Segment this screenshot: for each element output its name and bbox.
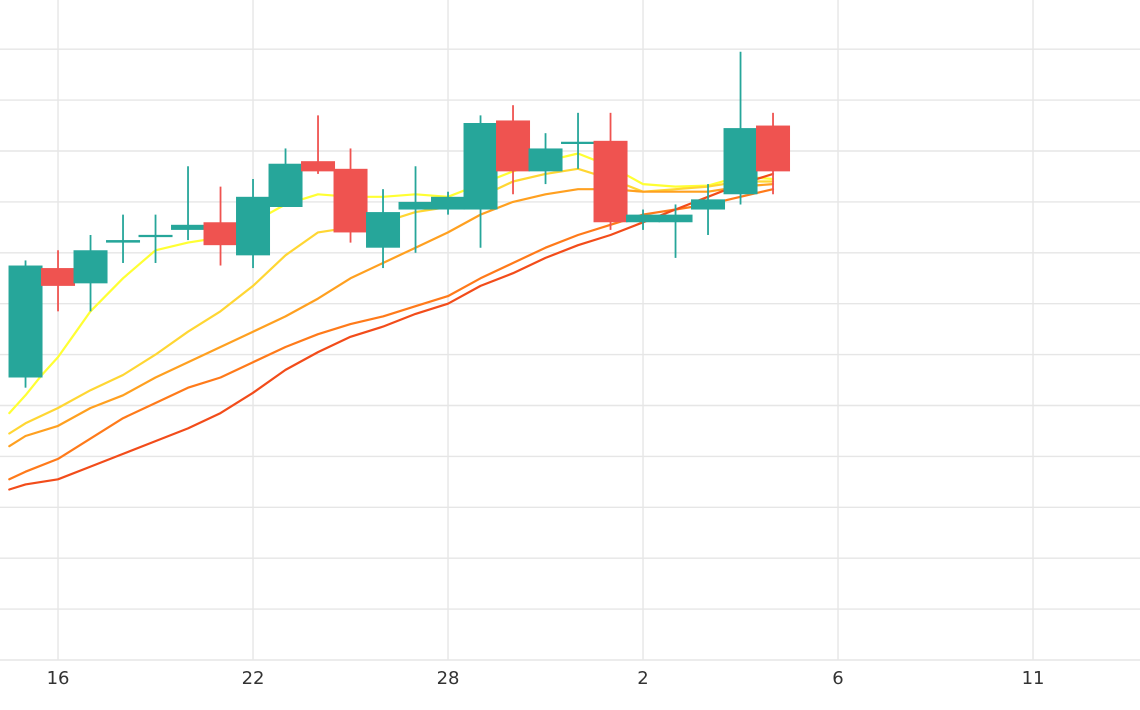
candle: [41, 250, 76, 312]
grid: [0, 0, 1140, 661]
candle-body: [73, 250, 108, 284]
candle: [463, 115, 498, 248]
candle-body: [171, 224, 206, 230]
candle: [496, 105, 531, 195]
candle: [171, 166, 206, 241]
candle-body: [333, 168, 368, 233]
candle: [333, 148, 368, 243]
candle: [626, 209, 661, 230]
candle-body: [41, 268, 76, 286]
candle: [203, 186, 238, 266]
candle-body: [691, 199, 726, 210]
candle: [723, 51, 758, 205]
candle-body: [8, 265, 43, 378]
candle: [431, 191, 466, 215]
x-tick-label: 22: [242, 668, 265, 689]
candle-body: [723, 128, 758, 195]
x-axis-ticks: 16 22 28 2 6 11: [47, 668, 1045, 689]
candle: [691, 184, 726, 235]
candle: [138, 214, 173, 263]
candle-body: [528, 148, 563, 172]
candle-body: [398, 201, 433, 210]
x-tick-label: 2: [637, 668, 648, 689]
candle-body: [106, 240, 141, 243]
candle: [561, 112, 596, 169]
x-tick-label: 6: [832, 668, 843, 689]
candle: [658, 204, 693, 258]
candle: [366, 189, 401, 269]
candle: [301, 115, 336, 174]
candle-body: [431, 196, 466, 210]
x-tick-label: 16: [47, 668, 70, 689]
candle: [756, 112, 791, 195]
moving-averages: [8, 152, 775, 491]
candle: [593, 112, 628, 230]
candle: [73, 234, 108, 312]
candle-body: [268, 163, 303, 207]
x-tick-label: 11: [1022, 668, 1045, 689]
candle: [268, 148, 303, 207]
candle: [398, 166, 433, 253]
candle-body: [756, 125, 791, 172]
candle-body: [301, 161, 336, 172]
candle-body: [626, 214, 661, 223]
candle-body: [593, 140, 628, 223]
candle-body: [496, 120, 531, 172]
candle-body: [236, 196, 271, 256]
candle: [236, 178, 271, 269]
candle: [528, 133, 563, 185]
candles: [8, 51, 791, 388]
candle-body: [366, 212, 401, 248]
candle: [8, 260, 43, 388]
candle-body: [203, 222, 238, 246]
x-tick-label: 28: [437, 668, 460, 689]
candle: [106, 214, 141, 263]
candle-body: [658, 214, 693, 223]
candle-body: [463, 123, 498, 210]
